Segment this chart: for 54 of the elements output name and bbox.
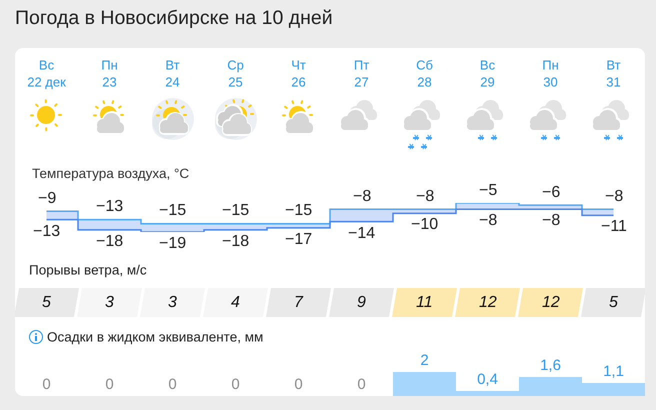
x-tick-label: Вс 29 xyxy=(480,58,496,90)
data-label: 12 xyxy=(479,294,497,311)
chart-title: Порывы ветра, м/с xyxy=(29,262,147,278)
data-label: −15 xyxy=(222,202,250,219)
data-label: −13 xyxy=(96,198,124,215)
data-label: −8 xyxy=(542,212,560,229)
data-label: −19 xyxy=(159,235,186,252)
data-label: 3 xyxy=(168,294,177,311)
data-label: 0 xyxy=(294,376,303,393)
data-label: −5 xyxy=(479,182,498,199)
data-label: −18 xyxy=(96,233,124,250)
x-tick-label: Пн 23 xyxy=(101,58,118,90)
data-label: 0 xyxy=(42,376,51,393)
data-label: 12 xyxy=(542,294,560,311)
data-label: 11 xyxy=(416,294,433,311)
data-label: 0 xyxy=(168,376,177,393)
data-label: −11 xyxy=(601,218,628,235)
chart-subtitle: Температура воздуха, °C xyxy=(32,166,190,181)
x-tick-label: Ср 25 xyxy=(227,58,244,90)
data-label: 3 xyxy=(105,294,114,311)
x-tick-label: Вт 24 xyxy=(165,58,180,90)
data-label: −15 xyxy=(285,202,312,219)
data-label: 9 xyxy=(357,294,366,311)
data-label: 7 xyxy=(294,294,304,311)
chart-title: Осадки в жидком эквиваленте, мм xyxy=(47,330,264,345)
x-tick-label: Пт 27 xyxy=(354,58,370,90)
data-label: 1,6 xyxy=(540,357,561,374)
data-label: −18 xyxy=(222,233,250,250)
data-label: 0 xyxy=(357,376,366,393)
data-label: −8 xyxy=(416,188,434,205)
data-label: −17 xyxy=(285,231,312,248)
data-label: −8 xyxy=(479,212,498,229)
data-label: 5 xyxy=(42,294,51,311)
data-label: 5 xyxy=(609,294,618,311)
data-label: 4 xyxy=(231,294,240,311)
x-tick-label: Сб 28 xyxy=(416,58,433,90)
data-label: −10 xyxy=(411,216,438,233)
data-label: −13 xyxy=(33,223,60,240)
data-label: −15 xyxy=(159,202,186,219)
data-label: −9 xyxy=(38,190,56,207)
data-label: −14 xyxy=(348,225,376,242)
data-label: 0,4 xyxy=(477,371,498,388)
data-label: 0 xyxy=(231,376,240,393)
data-label: −8 xyxy=(353,188,372,205)
data-label: 1,1 xyxy=(603,363,624,380)
data-label: 2 xyxy=(420,352,429,369)
data-label: 0 xyxy=(105,376,114,393)
x-tick-label: Пн 30 xyxy=(542,58,559,90)
data-label: −6 xyxy=(542,184,560,201)
chart-title: Погода в Новосибирске на 10 дней xyxy=(15,6,333,29)
data-label: −8 xyxy=(605,188,624,205)
x-tick-label: Чт 26 xyxy=(291,58,306,90)
x-tick-label: Вт 31 xyxy=(606,58,621,90)
x-tick-label: Вс 22 дек xyxy=(27,58,66,90)
